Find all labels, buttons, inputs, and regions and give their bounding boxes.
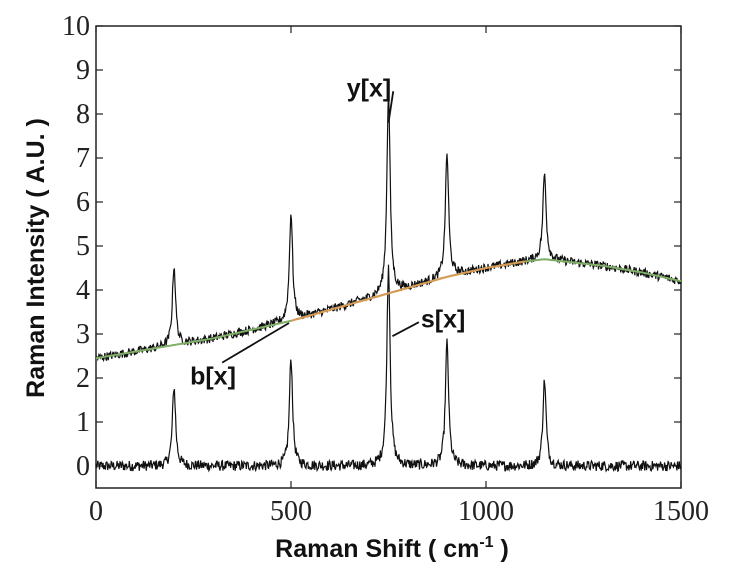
y-tick-label: 0	[76, 451, 90, 482]
y-axis-label: Raman Intensity ( A.U. )	[22, 118, 50, 398]
x-tick-label: 500	[270, 496, 312, 527]
y-tick-label: 1	[76, 407, 90, 438]
x-axis-label: Raman Shift ( cm-1 )	[275, 534, 509, 563]
x-tick-label: 1000	[458, 496, 514, 527]
y-tick-label: 4	[76, 275, 90, 306]
x-axis-label-end: )	[494, 535, 509, 563]
annotation-label: b[x]	[190, 363, 236, 391]
series-group	[95, 90, 682, 473]
annotations-group: y[x] s[x] b[x]	[190, 74, 465, 390]
annotation-pointer	[387, 91, 395, 123]
y-tick-label: 3	[76, 319, 90, 350]
annotation-pointer	[221, 322, 290, 364]
y-tick-label: 5	[76, 231, 90, 262]
x-axis-label-sup: -1	[479, 534, 493, 551]
ticks-group: 0 500 1000 1500 0 1 2 3 4 5 6 7 8 9 10	[62, 11, 709, 527]
x-tick-label: 0	[89, 496, 103, 527]
y-tick-label: 9	[76, 55, 90, 86]
series-s-line	[95, 264, 682, 473]
annotation-pointer	[391, 321, 420, 337]
y-tick-label: 6	[76, 187, 90, 218]
y-tick-label: 2	[76, 363, 90, 394]
y-tick-label: 8	[76, 99, 90, 130]
y-tick-label: 10	[62, 11, 90, 42]
y-tick-label: 7	[76, 143, 90, 174]
annotation-label: s[x]	[421, 305, 465, 333]
x-tick-label: 1500	[653, 496, 709, 527]
series-b-orange-segment	[290, 260, 526, 322]
series-y-line	[95, 90, 682, 363]
x-axis-label-main: Raman Shift ( cm	[275, 535, 479, 563]
annotation-label: y[x]	[347, 74, 391, 102]
